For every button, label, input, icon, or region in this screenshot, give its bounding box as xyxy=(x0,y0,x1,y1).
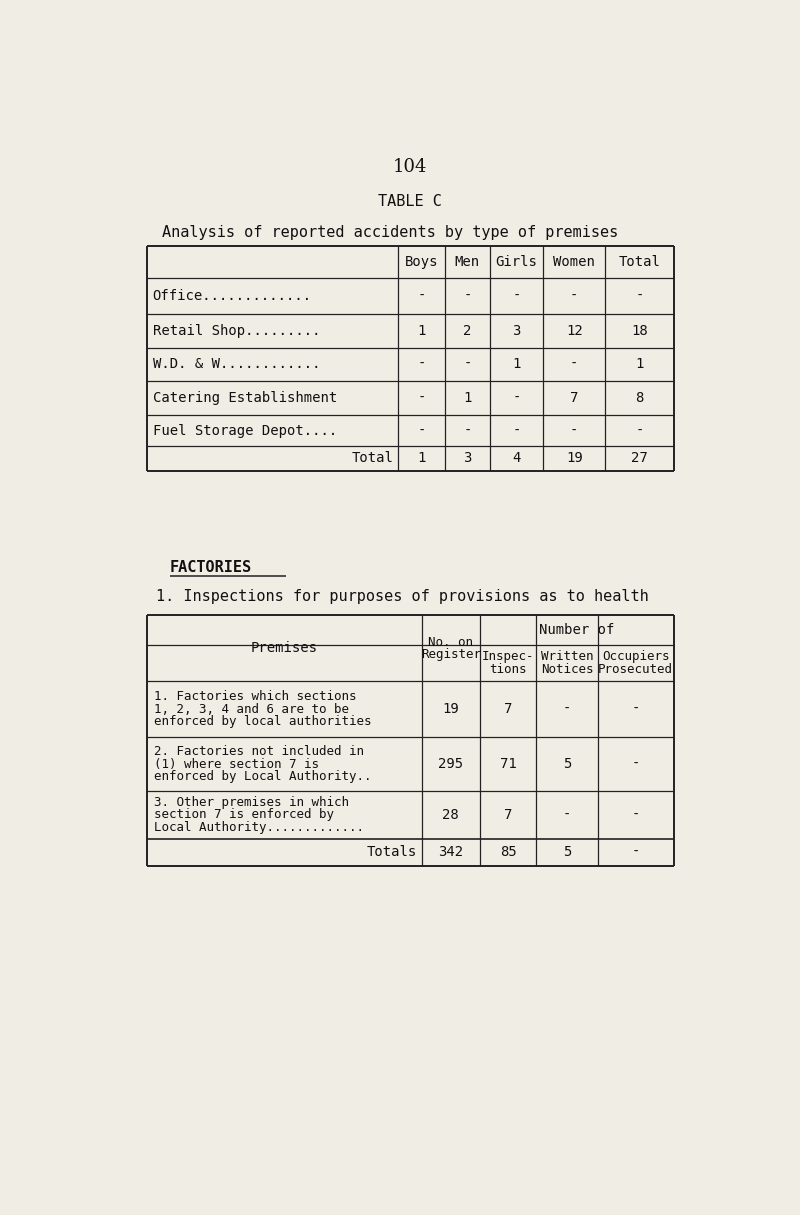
Text: Men: Men xyxy=(454,255,480,269)
Text: 2. Factories not included in: 2. Factories not included in xyxy=(154,745,364,758)
Text: 3. Other premises in which: 3. Other premises in which xyxy=(154,796,350,809)
Text: Total: Total xyxy=(352,452,394,465)
Text: 4: 4 xyxy=(512,452,521,465)
Text: W.D. & W............: W.D. & W............ xyxy=(153,357,320,371)
Text: TABLE C: TABLE C xyxy=(378,193,442,209)
Text: 3: 3 xyxy=(463,452,471,465)
Text: Number of: Number of xyxy=(539,623,614,637)
Text: Written: Written xyxy=(541,650,593,663)
Text: -: - xyxy=(463,424,471,437)
Text: Analysis of reported accidents by type of premises: Analysis of reported accidents by type o… xyxy=(162,225,618,239)
Text: Retail Shop.........: Retail Shop......... xyxy=(153,323,320,338)
Text: -: - xyxy=(562,808,571,821)
Text: 18: 18 xyxy=(631,323,648,338)
Text: 12: 12 xyxy=(566,323,582,338)
Text: -: - xyxy=(635,424,643,437)
Text: 5: 5 xyxy=(562,757,571,772)
Text: 27: 27 xyxy=(631,452,648,465)
Text: -: - xyxy=(418,357,426,371)
Text: tions: tions xyxy=(490,662,526,676)
Text: 71: 71 xyxy=(500,757,517,772)
Text: Office.............: Office............. xyxy=(153,289,312,303)
Text: Premises: Premises xyxy=(250,642,318,655)
Text: 1. Factories which sections: 1. Factories which sections xyxy=(154,690,357,703)
Text: Girls: Girls xyxy=(496,255,538,269)
Text: -: - xyxy=(512,289,521,303)
Text: 104: 104 xyxy=(393,158,427,176)
Text: 1, 2, 3, 4 and 6 are to be: 1, 2, 3, 4 and 6 are to be xyxy=(154,702,350,716)
Text: -: - xyxy=(418,424,426,437)
Text: Catering Establishment: Catering Establishment xyxy=(153,391,337,405)
Text: 3: 3 xyxy=(512,323,521,338)
Text: Totals: Totals xyxy=(366,846,417,859)
Text: Boys: Boys xyxy=(405,255,438,269)
Text: Fuel Storage Depot....: Fuel Storage Depot.... xyxy=(153,424,337,437)
Text: 1: 1 xyxy=(418,452,426,465)
Text: 28: 28 xyxy=(442,808,459,821)
Text: -: - xyxy=(463,357,471,371)
Text: -: - xyxy=(463,289,471,303)
Text: -: - xyxy=(418,391,426,405)
Text: 295: 295 xyxy=(438,757,463,772)
Text: -: - xyxy=(418,289,426,303)
Text: -: - xyxy=(631,846,640,859)
Text: 7: 7 xyxy=(570,391,578,405)
Text: enforced by local authorities: enforced by local authorities xyxy=(154,714,372,728)
Text: enforced by Local Authority..: enforced by Local Authority.. xyxy=(154,770,372,782)
Text: 5: 5 xyxy=(562,846,571,859)
Text: Notices: Notices xyxy=(541,662,593,676)
Text: -: - xyxy=(570,357,578,371)
Text: 7: 7 xyxy=(504,702,512,716)
Text: Prosecuted: Prosecuted xyxy=(598,662,673,676)
Text: No. on: No. on xyxy=(428,635,473,649)
Text: 7: 7 xyxy=(504,808,512,821)
Text: 1: 1 xyxy=(635,357,643,371)
Text: 85: 85 xyxy=(500,846,517,859)
Text: Total: Total xyxy=(618,255,660,269)
Text: (1) where section 7 is: (1) where section 7 is xyxy=(154,758,319,770)
Text: 1: 1 xyxy=(463,391,471,405)
Text: -: - xyxy=(570,289,578,303)
Text: Women: Women xyxy=(554,255,595,269)
Text: -: - xyxy=(631,757,640,772)
Text: 19: 19 xyxy=(566,452,582,465)
Text: -: - xyxy=(562,702,571,716)
Text: 2: 2 xyxy=(463,323,471,338)
Text: 8: 8 xyxy=(635,391,643,405)
Text: Register: Register xyxy=(421,648,481,661)
Text: 1: 1 xyxy=(418,323,426,338)
Text: -: - xyxy=(635,289,643,303)
Text: -: - xyxy=(512,424,521,437)
Text: 1. Inspections for purposes of provisions as to health: 1. Inspections for purposes of provision… xyxy=(156,589,649,604)
Text: FACTORIES: FACTORIES xyxy=(170,560,252,575)
Text: Occupiers: Occupiers xyxy=(602,650,670,663)
Text: Local Authority.............: Local Authority............. xyxy=(154,821,364,833)
Text: 1: 1 xyxy=(512,357,521,371)
Text: -: - xyxy=(512,391,521,405)
Text: -: - xyxy=(631,702,640,716)
Text: 342: 342 xyxy=(438,846,463,859)
Text: section 7 is enforced by: section 7 is enforced by xyxy=(154,808,334,821)
Text: -: - xyxy=(631,808,640,821)
Text: Inspec-: Inspec- xyxy=(482,650,534,663)
Text: -: - xyxy=(570,424,578,437)
Text: 19: 19 xyxy=(442,702,459,716)
